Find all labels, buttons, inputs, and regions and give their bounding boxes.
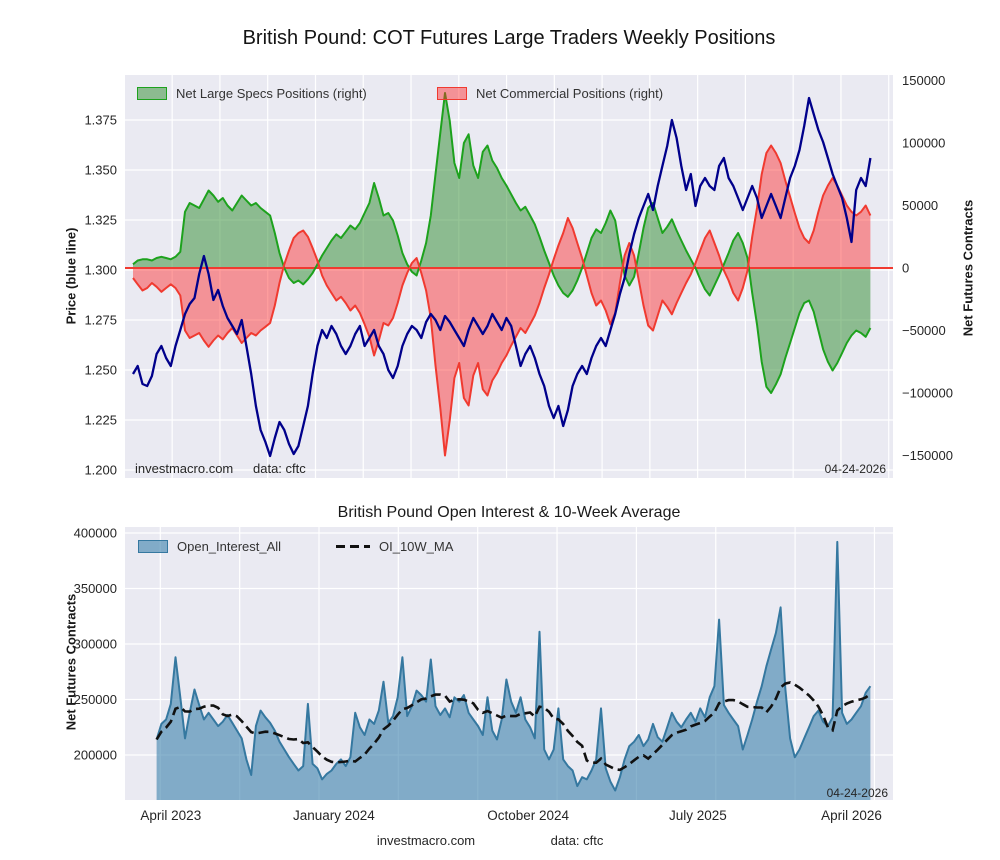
open-interest-swatch-icon [138, 540, 168, 553]
top-right-tick-label: 150000 [902, 73, 945, 88]
top-right-tick-label: 50000 [902, 198, 938, 213]
x-tick-label: April 2023 [140, 808, 201, 823]
top-left-tick-label: 1.200 [84, 463, 117, 478]
top-left-tick-label: 1.325 [84, 213, 117, 228]
comms-legend-label: Net Commercial Positions (right) [476, 86, 663, 101]
top-left-tick-label: 1.225 [84, 413, 117, 428]
x-tick-label: April 2026 [821, 808, 882, 823]
x-tick-label: October 2024 [487, 808, 569, 823]
ma-dashed-line-icon [336, 545, 370, 548]
specs-swatch-icon [137, 87, 167, 100]
footer-source: investmacro.com [346, 833, 506, 848]
top-right-tick-label: 0 [902, 261, 909, 276]
x-tick-label: July 2025 [669, 808, 727, 823]
figure: 1.375 1.350 1.325 1.300 1.275 1.250 1.225 1.200… [0, 0, 1000, 860]
specs-legend-label: Net Large Specs Positions (right) [176, 86, 367, 101]
bottom-y-tick-label: 350000 [74, 581, 117, 596]
bottom-chart-title: British Pound Open Interest & 10-Week Av… [125, 504, 893, 522]
top-source-annotation: investmacro.com [135, 461, 233, 476]
top-right-tick-label: −50000 [902, 323, 946, 338]
bottom-y-tick-label: 300000 [74, 637, 117, 652]
ma-legend-label: OI_10W_MA [379, 539, 453, 554]
top-left-tick-label: 1.350 [84, 163, 117, 178]
bottom-legend-oi: Open_Interest_All [138, 539, 281, 554]
open-interest-legend-label: Open_Interest_All [177, 539, 281, 554]
charts-canvas: 1.375 1.350 1.325 1.300 1.275 1.250 1.225 1.200… [0, 0, 1000, 860]
top-left-tick-label: 1.275 [84, 313, 117, 328]
bottom-date-annotation: 04-24-2026 [762, 786, 888, 800]
bottom-y-axis-label: Net Futures Contracts [64, 594, 79, 731]
top-legend-specs: Net Large Specs Positions (right) [137, 86, 367, 101]
bottom-y-tick-label: 400000 [74, 526, 117, 541]
top-legend-comms: Net Commercial Positions (right) [437, 86, 663, 101]
top-datasource-annotation: data: cftc [253, 461, 306, 476]
bottom-y-tick-label: 250000 [74, 692, 117, 707]
bottom-legend-ma: OI_10W_MA [336, 539, 453, 554]
top-date-annotation: 04-24-2026 [760, 462, 886, 476]
top-left-axis-label: Price (blue line) [64, 228, 79, 325]
x-tick-label: January 2024 [293, 808, 375, 823]
top-right-tick-label: 100000 [902, 136, 945, 151]
top-right-axis-label: Net Futures Contracts [961, 200, 976, 337]
comms-swatch-icon [437, 87, 467, 100]
page-title: British Pound: COT Futures Large Traders… [125, 27, 893, 50]
bottom-y-tick-label: 200000 [74, 748, 117, 763]
top-left-tick-label: 1.300 [84, 263, 117, 278]
top-left-tick-label: 1.375 [84, 113, 117, 128]
footer-datasource: data: cftc [522, 833, 632, 848]
top-right-tick-label: −150000 [902, 448, 953, 463]
top-right-tick-label: −100000 [902, 386, 953, 401]
top-left-tick-label: 1.250 [84, 363, 117, 378]
